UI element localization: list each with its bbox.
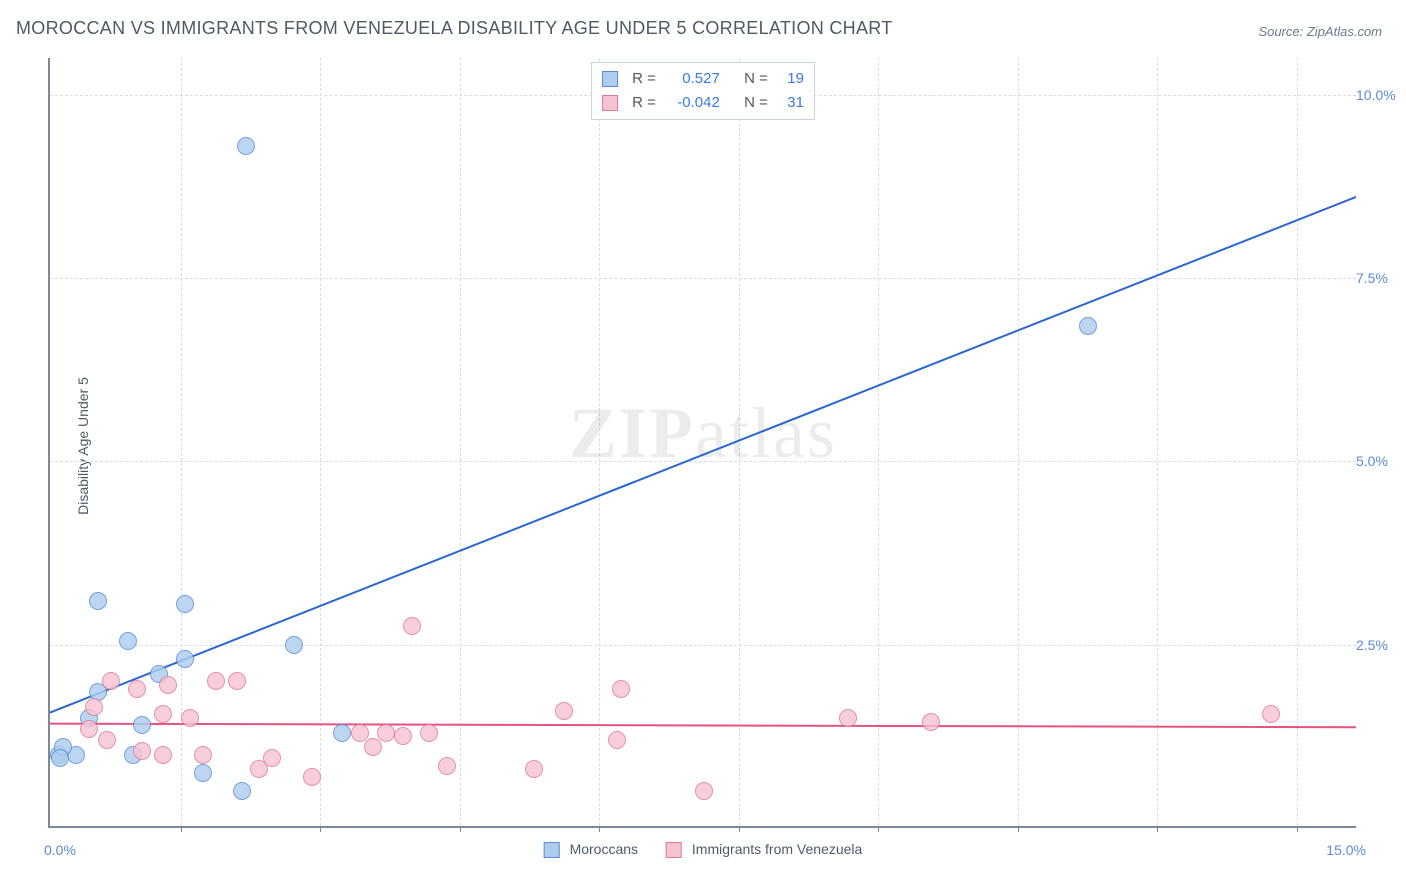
gridline-h — [50, 461, 1356, 462]
gridline-h — [50, 645, 1356, 646]
point-venezuela — [85, 698, 103, 716]
y-tick-label: 5.0% — [1356, 453, 1406, 469]
x-tick-mark — [599, 826, 600, 832]
point-venezuela — [133, 742, 151, 760]
point-venezuela — [695, 782, 713, 800]
point-venezuela — [608, 731, 626, 749]
point-venezuela — [525, 760, 543, 778]
point-venezuela — [403, 617, 421, 635]
point-venezuela — [98, 731, 116, 749]
point-moroccan — [176, 595, 194, 613]
gridline-v — [320, 58, 321, 826]
point-venezuela — [128, 680, 146, 698]
point-venezuela — [303, 768, 321, 786]
series-legend: Moroccans Immigrants from Venezuela — [544, 841, 863, 858]
legend-swatch-moroccan-bottom — [544, 842, 560, 858]
point-moroccan — [285, 636, 303, 654]
point-venezuela — [159, 676, 177, 694]
r-value-venezuela: -0.042 — [664, 91, 720, 115]
y-tick-label: 7.5% — [1356, 270, 1406, 286]
plot-area: ZIPatlas R = 0.527 N = 19 R = -0.042 N =… — [48, 58, 1356, 828]
n-label: N = — [744, 91, 768, 115]
source-label: Source: ZipAtlas.com — [1258, 24, 1382, 39]
point-venezuela — [1262, 705, 1280, 723]
point-moroccan — [1079, 317, 1097, 335]
point-venezuela — [377, 724, 395, 742]
point-moroccan — [194, 764, 212, 782]
x-tick-mark — [181, 826, 182, 832]
point-venezuela — [420, 724, 438, 742]
x-tick-mark — [1297, 826, 1298, 832]
point-moroccan — [176, 650, 194, 668]
gridline-v — [460, 58, 461, 826]
point-venezuela — [102, 672, 120, 690]
point-moroccan — [89, 592, 107, 610]
legend-item-moroccan: Moroccans — [544, 841, 638, 858]
x-tick-mark — [739, 826, 740, 832]
point-venezuela — [228, 672, 246, 690]
point-venezuela — [181, 709, 199, 727]
point-venezuela — [555, 702, 573, 720]
point-venezuela — [922, 713, 940, 731]
point-venezuela — [207, 672, 225, 690]
legend-item-venezuela: Immigrants from Venezuela — [666, 841, 862, 858]
gridline-v — [1018, 58, 1019, 826]
chart-container: MOROCCAN VS IMMIGRANTS FROM VENEZUELA DI… — [0, 0, 1406, 892]
r-value-moroccan: 0.527 — [664, 67, 720, 91]
n-value-venezuela: 31 — [776, 91, 804, 115]
point-moroccan — [233, 782, 251, 800]
point-venezuela — [394, 727, 412, 745]
point-venezuela — [351, 724, 369, 742]
legend-label-moroccan: Moroccans — [570, 841, 638, 857]
point-venezuela — [154, 705, 172, 723]
gridline-v — [1157, 58, 1158, 826]
point-moroccan — [237, 137, 255, 155]
point-moroccan — [51, 749, 69, 767]
gridline-v — [878, 58, 879, 826]
y-tick-label: 10.0% — [1356, 87, 1406, 103]
n-value-moroccan: 19 — [776, 67, 804, 91]
point-venezuela — [839, 709, 857, 727]
x-tick-mark — [320, 826, 321, 832]
x-tick-mark — [1157, 826, 1158, 832]
point-venezuela — [154, 746, 172, 764]
watermark: ZIPatlas — [569, 392, 837, 475]
point-venezuela — [438, 757, 456, 775]
gridline-h — [50, 278, 1356, 279]
legend-label-venezuela: Immigrants from Venezuela — [692, 841, 862, 857]
point-moroccan — [133, 716, 151, 734]
gridline-v — [599, 58, 600, 826]
x-tick-mark — [878, 826, 879, 832]
y-tick-label: 2.5% — [1356, 637, 1406, 653]
point-venezuela — [364, 738, 382, 756]
r-label: R = — [632, 91, 656, 115]
n-label: N = — [744, 67, 768, 91]
correlation-legend-row-1: R = 0.527 N = 19 — [602, 67, 804, 91]
correlation-legend: R = 0.527 N = 19 R = -0.042 N = 31 — [591, 62, 815, 120]
point-moroccan — [119, 632, 137, 650]
gridline-v — [1297, 58, 1298, 826]
point-moroccan — [333, 724, 351, 742]
legend-swatch-moroccan — [602, 71, 618, 87]
gridline-v — [739, 58, 740, 826]
correlation-legend-row-2: R = -0.042 N = 31 — [602, 91, 804, 115]
x-tick-mark — [460, 826, 461, 832]
chart-title: MOROCCAN VS IMMIGRANTS FROM VENEZUELA DI… — [16, 18, 893, 39]
point-venezuela — [250, 760, 268, 778]
point-venezuela — [612, 680, 630, 698]
legend-swatch-venezuela-bottom — [666, 842, 682, 858]
x-tick-max: 15.0% — [1326, 842, 1366, 858]
point-venezuela — [194, 746, 212, 764]
x-tick-min: 0.0% — [44, 842, 76, 858]
legend-swatch-venezuela — [602, 95, 618, 111]
x-tick-mark — [1018, 826, 1019, 832]
trend-lines — [50, 58, 1356, 826]
gridline-v — [181, 58, 182, 826]
point-venezuela — [80, 720, 98, 738]
r-label: R = — [632, 67, 656, 91]
